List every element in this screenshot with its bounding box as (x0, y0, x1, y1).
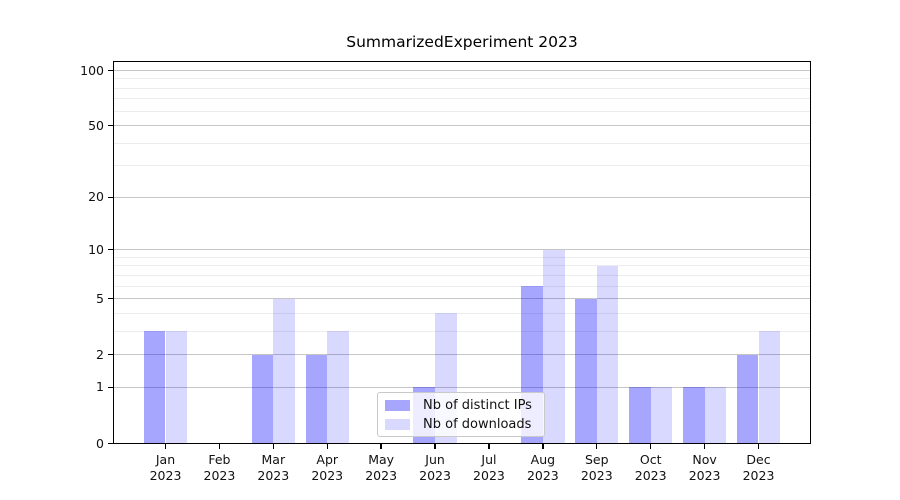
y-tick-label: 100 (80, 62, 104, 78)
bar-distinct-ips (628, 387, 651, 444)
bar-distinct-ips (143, 331, 166, 444)
x-tick (488, 444, 490, 449)
y-tick (108, 125, 113, 127)
x-tick (326, 444, 328, 449)
x-tick-label: Apr 2023 (311, 452, 344, 483)
bar-downloads (596, 265, 619, 444)
grid-line-minor (114, 87, 810, 89)
legend-item-downloads: Nb of downloads (385, 417, 537, 432)
y-tick (108, 386, 113, 389)
grid-line-minor (114, 142, 810, 144)
y-tick-label: 10 (88, 241, 104, 257)
y-tick-label: 20 (88, 189, 104, 205)
x-tick (380, 444, 382, 449)
bar-downloads (273, 298, 295, 444)
grid-line-minor (114, 330, 810, 332)
grid-line-major (114, 125, 810, 127)
y-tick (108, 69, 113, 72)
x-tick-label: Jun 2023 (419, 452, 451, 483)
bar-distinct-ips (736, 354, 759, 444)
legend-item-distinct-ips: Nb of distinct IPs (385, 398, 537, 413)
legend: Nb of distinct IPs Nb of downloads (377, 392, 545, 437)
x-tick (596, 444, 598, 449)
x-tick (434, 444, 436, 449)
legend-label-distinct-ips: Nb of distinct IPs (423, 397, 532, 413)
y-tick-label: 2 (96, 346, 104, 362)
bar-downloads (165, 331, 188, 444)
x-tick (650, 444, 652, 449)
bar-distinct-ips (575, 298, 597, 444)
bar-distinct-ips (251, 354, 274, 444)
grid-line-minor (114, 256, 810, 258)
grid-line-minor (114, 274, 810, 276)
grid-line-major (114, 298, 810, 300)
x-tick-label: May 2023 (365, 452, 398, 483)
legend-label-downloads: Nb of downloads (423, 416, 532, 432)
grid-line-minor (114, 265, 810, 267)
bar-downloads (704, 387, 727, 444)
x-tick-label: Dec 2023 (742, 452, 775, 483)
y-tick-label: 1 (96, 379, 104, 395)
grid-line-minor (114, 285, 810, 287)
bar-downloads (542, 249, 565, 444)
grid-line-minor (114, 78, 810, 80)
x-tick (272, 444, 274, 449)
grid-line-major (114, 196, 810, 198)
x-tick-label: Nov 2023 (688, 452, 721, 483)
bar-downloads (327, 331, 349, 444)
y-tick (108, 196, 113, 199)
x-tick-label: Aug 2023 (526, 452, 559, 483)
bar-downloads (758, 331, 781, 444)
y-tick (108, 354, 113, 356)
grid-line-minor (114, 312, 810, 314)
x-tick (542, 444, 544, 449)
grid-line-minor (114, 165, 810, 167)
chart-title: SummarizedExperiment 2023 (346, 33, 578, 51)
y-tick-label: 5 (96, 290, 104, 306)
x-tick-label: Sep 2023 (580, 452, 613, 483)
grid-line-major (114, 249, 810, 251)
y-tick (108, 298, 113, 300)
grid-line-major (114, 70, 810, 71)
x-tick (164, 444, 167, 449)
y-tick-label: 0 (96, 435, 104, 451)
grid-line-major (114, 354, 810, 356)
grid-line-minor (114, 110, 810, 112)
bar-distinct-ips (682, 387, 705, 444)
y-tick (108, 442, 113, 445)
y-tick (108, 249, 113, 251)
x-tick-label: Oct 2023 (634, 452, 667, 483)
bar-downloads (650, 387, 673, 444)
x-tick-label: Feb 2023 (203, 452, 236, 483)
x-tick-label: Jan 2023 (149, 452, 182, 483)
x-tick-label: Mar 2023 (257, 452, 290, 483)
legend-swatch-downloads (385, 418, 410, 430)
x-tick (703, 444, 706, 449)
x-tick (218, 444, 221, 449)
grid-line-major (114, 386, 810, 388)
legend-swatch-distinct-ips (385, 399, 410, 411)
bar-distinct-ips (305, 354, 328, 444)
x-tick-label: Jul 2023 (473, 452, 505, 483)
y-tick-label: 50 (88, 117, 104, 133)
x-tick (757, 444, 760, 449)
grid-line-minor (114, 98, 810, 100)
